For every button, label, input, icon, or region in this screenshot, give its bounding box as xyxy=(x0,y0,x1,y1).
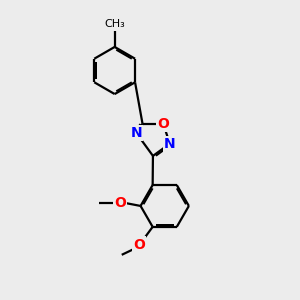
Text: N: N xyxy=(130,126,142,140)
Text: O: O xyxy=(114,196,126,210)
Text: O: O xyxy=(158,117,169,131)
Text: N: N xyxy=(164,137,176,151)
Text: O: O xyxy=(134,238,145,251)
Text: CH₃: CH₃ xyxy=(104,19,125,29)
